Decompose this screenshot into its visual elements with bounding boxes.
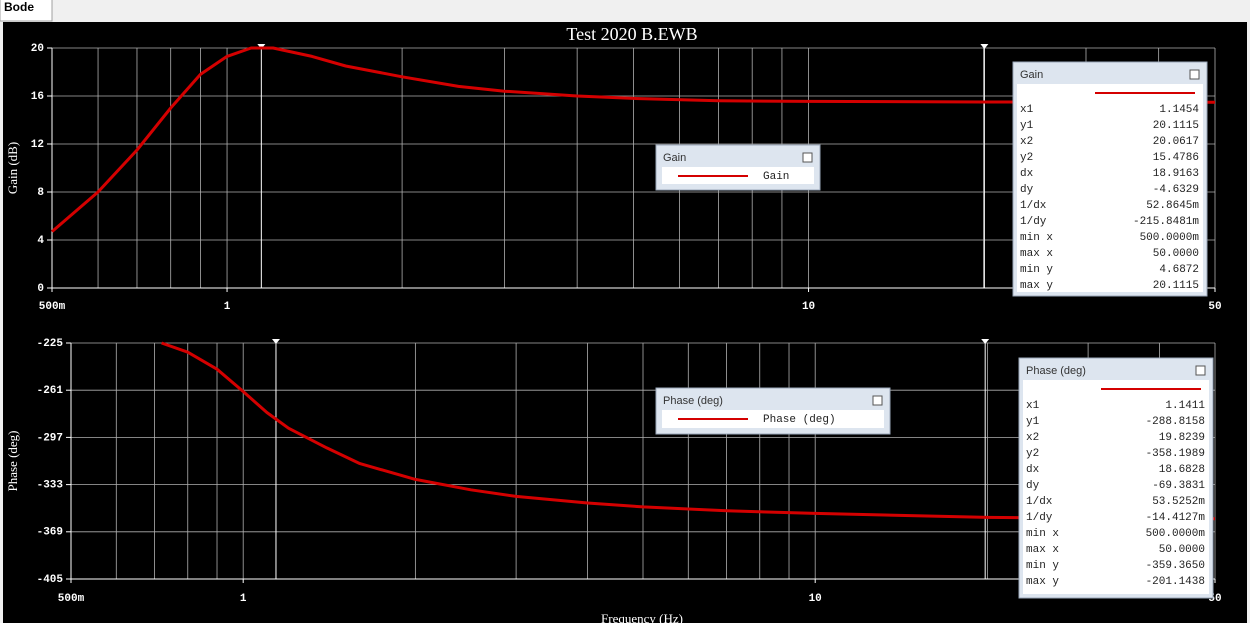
x-tick-label: 1 [224,301,231,313]
readout-value: -69.3831 [1152,480,1205,492]
readout-value: 18.6828 [1159,464,1205,476]
close-button [1189,69,1200,80]
y-tick-label: -261 [37,385,64,397]
y-tick-label: 16 [31,91,44,103]
y-tick-label: -369 [37,527,63,539]
readout-value: 53.5252m [1152,496,1205,508]
x-tick-label: 10 [809,593,822,605]
x-axis-label: Frequency (Hz) [601,611,683,623]
x-tick-label: 50 [1208,301,1221,313]
readout-value: 500.0000m [1146,528,1206,540]
chart-title: Test 2020 B.EWB [566,24,697,44]
x-tick-label: 500m [39,301,66,313]
y-tick-label: -405 [37,574,64,586]
y-tick-label: -297 [37,432,63,444]
readout-name: y1 [1020,120,1034,132]
readout-name: min y [1020,264,1053,276]
readout-value: 52.8645m [1146,200,1199,212]
cursor-handle [980,44,989,49]
close-button [872,395,883,406]
tab-bar [0,0,1250,22]
readout-value: 20.0617 [1153,136,1199,148]
readout-name: max x [1020,248,1053,260]
readout-body [1017,84,1203,292]
readout-name: max y [1020,280,1053,292]
readout-value: 4.6872 [1159,264,1199,276]
legend-body [662,410,884,428]
series-line [51,46,1216,233]
tab-label[interactable]: Bode [4,0,34,14]
readout-name: dy [1020,184,1034,196]
readout-name: min x [1020,232,1053,244]
readout-value: 1.1454 [1159,104,1199,116]
readout-name: x2 [1026,432,1039,444]
y-tick-label: -333 [37,480,64,492]
close-button [1195,365,1206,376]
y-tick-label: 12 [31,139,44,151]
readout-value: 20.1115 [1153,120,1199,132]
readout-name: 1/dx [1020,200,1047,212]
readout-title: Gain [1020,69,1043,81]
readout-value: -288.8158 [1146,416,1205,428]
legend-title: Phase (deg) [663,395,723,407]
cursor-handle [271,339,280,344]
readout-value: -14.4127m [1146,512,1206,524]
readout-name: x1 [1026,400,1040,412]
readout-value: -215.8481m [1133,216,1199,228]
readout-value: 20.1115 [1153,280,1199,292]
readout-name: max x [1026,544,1059,556]
y-tick-label: 20 [31,43,44,55]
readout-name: dx [1020,168,1034,180]
readout-name: dx [1026,464,1040,476]
readout-name: y2 [1020,152,1033,164]
readout-value: -4.6329 [1153,184,1199,196]
y-tick-label: 8 [37,187,44,199]
x-tick-label: 1 [240,593,247,605]
readout-value: -359.3650 [1146,560,1205,572]
legend-title: Gain [663,152,686,164]
y-tick-label: -225 [37,338,64,350]
readout-name: x1 [1020,104,1034,116]
y-axis-label: Gain (dB) [5,142,20,194]
readout-value: -358.1989 [1146,448,1205,460]
readout-body [1023,380,1209,594]
readout-value: 50.0000 [1159,544,1205,556]
close-button [802,152,813,163]
readout-name: min x [1026,528,1059,540]
readout-name: min y [1026,560,1059,572]
series-line [161,341,1216,521]
readout-value: -201.1438 [1146,576,1205,588]
readout-name: y2 [1026,448,1039,460]
readout-value: 50.0000 [1153,248,1199,260]
readout-value: 18.9163 [1153,168,1199,180]
y-axis-label: Phase (deg) [5,430,20,491]
readout-name: x2 [1020,136,1033,148]
legend-entry: Gain [763,171,789,183]
readout-value: 1.1411 [1165,400,1205,412]
readout-value: 500.0000m [1140,232,1200,244]
readout-name: y1 [1026,416,1040,428]
x-tick-label: 500m [58,593,85,605]
readout-name: 1/dx [1026,496,1053,508]
readout-value: 15.4786 [1153,152,1199,164]
y-tick-label: 0 [37,283,44,295]
x-tick-label: 10 [802,301,815,313]
tab[interactable] [0,0,53,22]
cursor-handle [981,339,990,344]
readout-name: dy [1026,480,1040,492]
readout-name: 1/dy [1026,512,1053,524]
y-tick-label: 4 [37,235,44,247]
readout-value: 19.8239 [1159,432,1205,444]
readout-name: 1/dy [1020,216,1047,228]
readout-title: Phase (deg) [1026,365,1086,377]
legend-entry: Phase (deg) [763,414,836,426]
readout-name: max y [1026,576,1059,588]
